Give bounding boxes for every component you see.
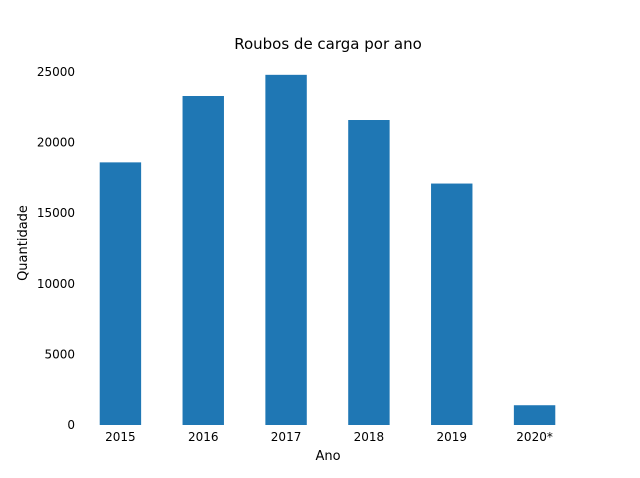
- bar-2015: [99, 162, 142, 426]
- plot-area: 0 5000 10000 15000 20000 25000 2015 2016 2017 201…: [37, 65, 556, 444]
- x-axis-label: Ano: [315, 449, 340, 464]
- y-tick-label: 20000: [37, 136, 75, 150]
- y-tick-label: 25000: [37, 65, 75, 79]
- bar-2016: [182, 96, 224, 425]
- y-tick-label: 15000: [37, 206, 75, 220]
- y-tick-label: 5000: [44, 347, 75, 361]
- y-tick-label: 0: [67, 418, 75, 432]
- y-axis-label: Quantidade: [16, 205, 31, 281]
- chart-title: Roubos de carga por ano: [234, 35, 422, 53]
- bar-2018: [348, 120, 390, 426]
- bar-2020: [513, 405, 556, 425]
- x-tick-label: 2020*: [516, 430, 553, 444]
- x-tick-label: 2016: [188, 430, 219, 444]
- x-tick-label: 2019: [436, 430, 467, 444]
- x-tick-label: 2017: [271, 430, 302, 444]
- x-tick-label: 2015: [105, 430, 136, 444]
- x-tick-label: 2018: [354, 430, 385, 444]
- bar-2017: [265, 74, 307, 425]
- y-tick-label: 10000: [37, 277, 75, 291]
- bar-2019: [431, 183, 473, 425]
